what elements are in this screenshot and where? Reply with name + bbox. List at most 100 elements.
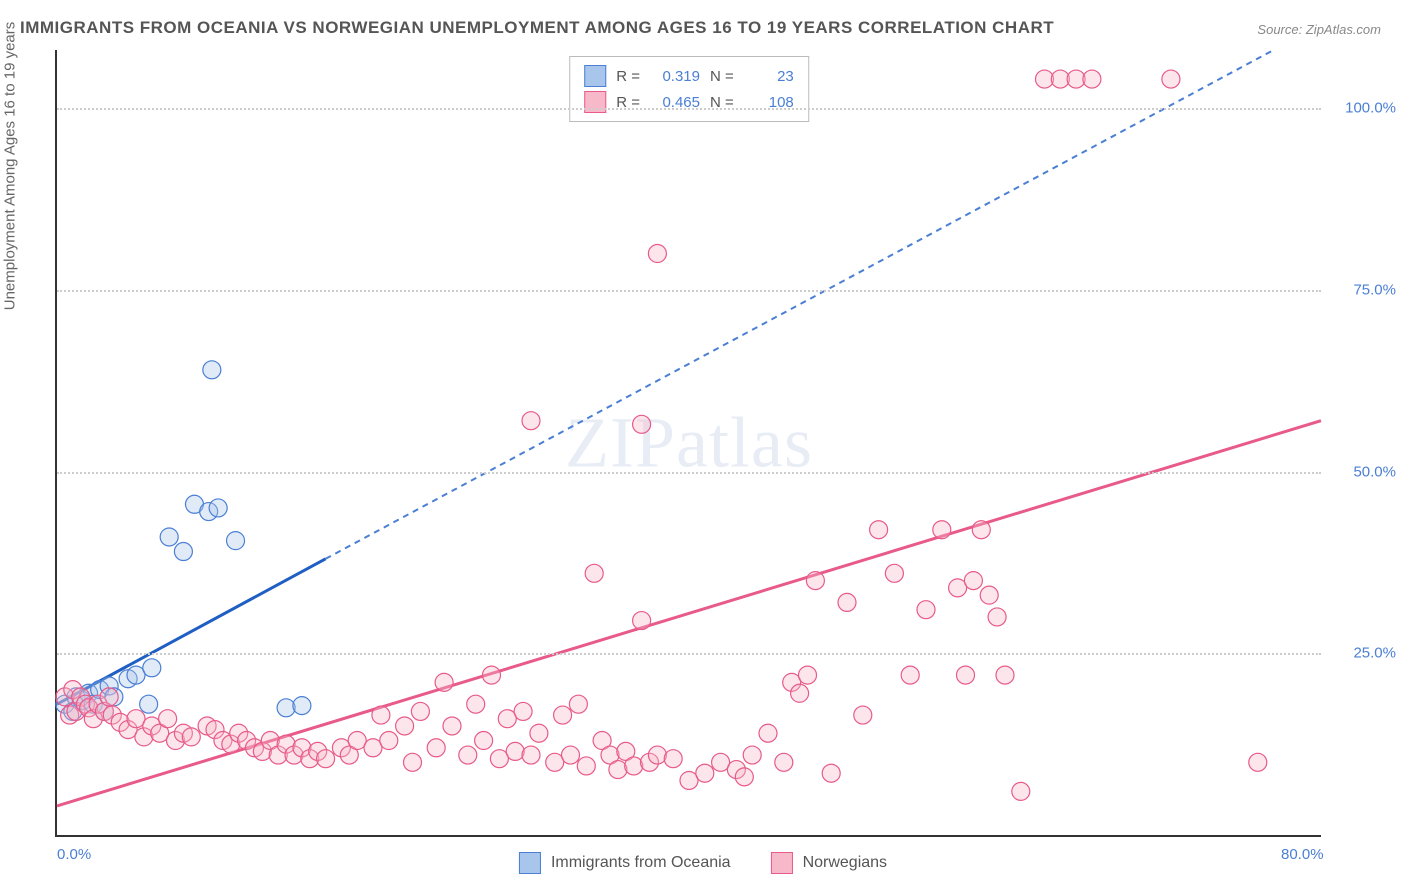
- data-point: [996, 666, 1014, 684]
- data-point: [514, 702, 532, 720]
- source-value: ZipAtlas.com: [1306, 22, 1381, 37]
- data-point: [1012, 782, 1030, 800]
- data-point: [435, 673, 453, 691]
- data-point: [380, 732, 398, 750]
- data-point: [633, 612, 651, 630]
- data-point: [530, 724, 548, 742]
- data-point: [854, 706, 872, 724]
- data-point: [159, 710, 177, 728]
- legend-swatch: [584, 65, 606, 87]
- data-point: [227, 532, 245, 550]
- data-point: [569, 695, 587, 713]
- source-attribution: Source: ZipAtlas.com: [1257, 22, 1381, 37]
- y-tick-label: 25.0%: [1353, 645, 1396, 662]
- data-point: [648, 245, 666, 263]
- trendline-dashed: [326, 50, 1274, 559]
- data-point: [396, 717, 414, 735]
- data-point: [562, 746, 580, 764]
- data-point: [759, 724, 777, 742]
- chart-title: IMMIGRANTS FROM OCEANIA VS NORWEGIAN UNE…: [20, 18, 1054, 38]
- data-point: [585, 564, 603, 582]
- data-point: [427, 739, 445, 757]
- data-point: [143, 659, 161, 677]
- data-point: [372, 706, 390, 724]
- data-point: [664, 750, 682, 768]
- y-tick-label: 100.0%: [1345, 100, 1396, 117]
- legend-swatch: [519, 852, 541, 874]
- data-point: [140, 695, 158, 713]
- y-axis-label: Unemployment Among Ages 16 to 19 years: [2, 22, 19, 311]
- data-point: [411, 702, 429, 720]
- data-point: [625, 757, 643, 775]
- data-point: [799, 666, 817, 684]
- data-point: [209, 499, 227, 517]
- data-point: [964, 572, 982, 590]
- data-point: [443, 717, 461, 735]
- data-point: [980, 586, 998, 604]
- legend-row: R = 0.319 N = 23: [584, 63, 794, 89]
- data-point: [1083, 70, 1101, 88]
- data-point: [870, 521, 888, 539]
- series-legend: Immigrants from Oceania Norwegians: [519, 852, 887, 874]
- plot-area: ZIPatlas R = 0.319 N = 23 R = 0.465 N = …: [55, 50, 1321, 837]
- gridline: [57, 290, 1321, 292]
- data-point: [475, 732, 493, 750]
- data-point: [459, 746, 477, 764]
- data-point: [317, 750, 335, 768]
- data-point: [609, 761, 627, 779]
- chart-container: IMMIGRANTS FROM OCEANIA VS NORWEGIAN UNE…: [0, 0, 1406, 892]
- data-point: [885, 564, 903, 582]
- legend-row: R = 0.465 N = 108: [584, 89, 794, 115]
- legend-n-value: 23: [744, 68, 794, 85]
- y-tick-label: 75.0%: [1353, 281, 1396, 298]
- data-point: [160, 528, 178, 546]
- data-point: [806, 572, 824, 590]
- gridline: [57, 653, 1321, 655]
- data-point: [743, 746, 761, 764]
- gridline: [57, 108, 1321, 110]
- data-point: [696, 764, 714, 782]
- data-point: [917, 601, 935, 619]
- data-point: [633, 415, 651, 433]
- legend-r-label: R =: [616, 68, 640, 85]
- legend-r-value: 0.319: [650, 68, 700, 85]
- data-point: [483, 666, 501, 684]
- series-legend-label: Immigrants from Oceania: [551, 854, 731, 872]
- x-tick-label: 0.0%: [57, 846, 91, 863]
- legend-swatch: [771, 852, 793, 874]
- data-point: [522, 746, 540, 764]
- legend-n-label: N =: [710, 68, 734, 85]
- data-point: [293, 697, 311, 715]
- data-point: [506, 742, 524, 760]
- data-point: [933, 521, 951, 539]
- gridline: [57, 472, 1321, 474]
- data-point: [822, 764, 840, 782]
- series-legend-item: Norwegians: [771, 852, 887, 874]
- data-point: [1162, 70, 1180, 88]
- data-point: [901, 666, 919, 684]
- data-point: [1249, 753, 1267, 771]
- data-point: [404, 753, 422, 771]
- data-point: [775, 753, 793, 771]
- source-label: Source:: [1257, 22, 1302, 37]
- data-point: [522, 412, 540, 430]
- data-point: [957, 666, 975, 684]
- data-point: [467, 695, 485, 713]
- y-tick-label: 50.0%: [1353, 463, 1396, 480]
- data-point: [277, 699, 295, 717]
- series-legend-item: Immigrants from Oceania: [519, 852, 731, 874]
- data-point: [735, 768, 753, 786]
- data-point: [554, 706, 572, 724]
- data-point: [988, 608, 1006, 626]
- data-point: [100, 688, 118, 706]
- data-point: [972, 521, 990, 539]
- series-legend-label: Norwegians: [803, 854, 887, 872]
- data-point: [838, 593, 856, 611]
- data-point: [648, 746, 666, 764]
- data-point: [791, 684, 809, 702]
- data-point: [203, 361, 221, 379]
- plot-svg: [57, 50, 1321, 835]
- data-point: [577, 757, 595, 775]
- data-point: [174, 543, 192, 561]
- x-tick-label: 80.0%: [1281, 846, 1324, 863]
